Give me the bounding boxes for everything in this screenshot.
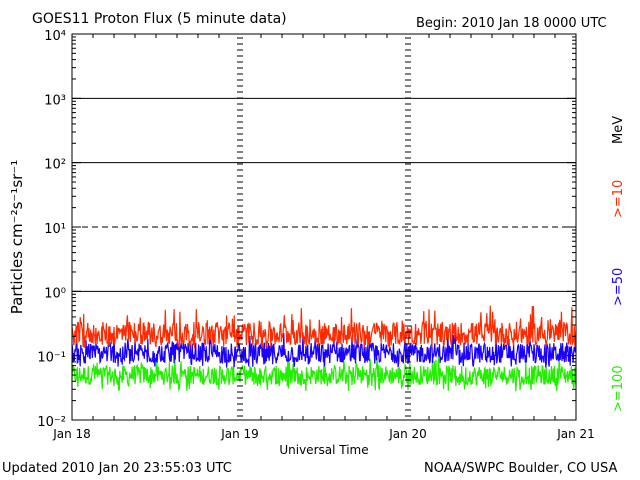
x-tick-label-0: Jan 18: [52, 427, 91, 441]
y-tick-label-3: 10¹: [44, 222, 66, 237]
y-tick-label-2: 10⁰: [44, 286, 66, 301]
y-tick-label-4: 10²: [44, 158, 66, 173]
credit-label: NOAA/SWPC Boulder, CO USA: [424, 461, 618, 476]
x-tick-label-1: Jan 19: [220, 427, 259, 441]
grid-layer: [72, 37, 576, 417]
y-tick-label-5: 10³: [44, 93, 66, 108]
series-line-0: [71, 305, 577, 350]
x-axis-label: Universal Time: [279, 443, 368, 457]
updated-timestamp: Updated 2010 Jan 20 23:55:03 UTC: [2, 461, 232, 476]
day-separator-2: [405, 37, 411, 417]
x-tick-label-3: Jan 21: [556, 427, 595, 441]
begin-label: Begin: 2010 Jan 18 0000 UTC: [416, 16, 607, 31]
plot-frame: [71, 33, 577, 421]
y-tick-label-6: 10⁴: [44, 29, 66, 44]
axis-layer: 10⁻² 10⁻¹ 10⁰ 10¹ 10² 10³ 10⁴ Jan 18 Jan 19 Jan 2…: [37, 29, 594, 441]
y-tick-label-0: 10⁻²: [37, 415, 66, 430]
y-tick-label-1: 10⁻¹: [37, 351, 66, 366]
y-axis-label: Particles cm⁻²s⁻¹sr⁻¹: [8, 160, 26, 314]
x-tick-label-2: Jan 20: [388, 427, 427, 441]
series-line-1: [71, 330, 577, 368]
chart-title: GOES11 Proton Flux (5 minute data): [32, 11, 287, 27]
day-separator-1: [237, 37, 243, 417]
series-layer: [71, 305, 577, 392]
